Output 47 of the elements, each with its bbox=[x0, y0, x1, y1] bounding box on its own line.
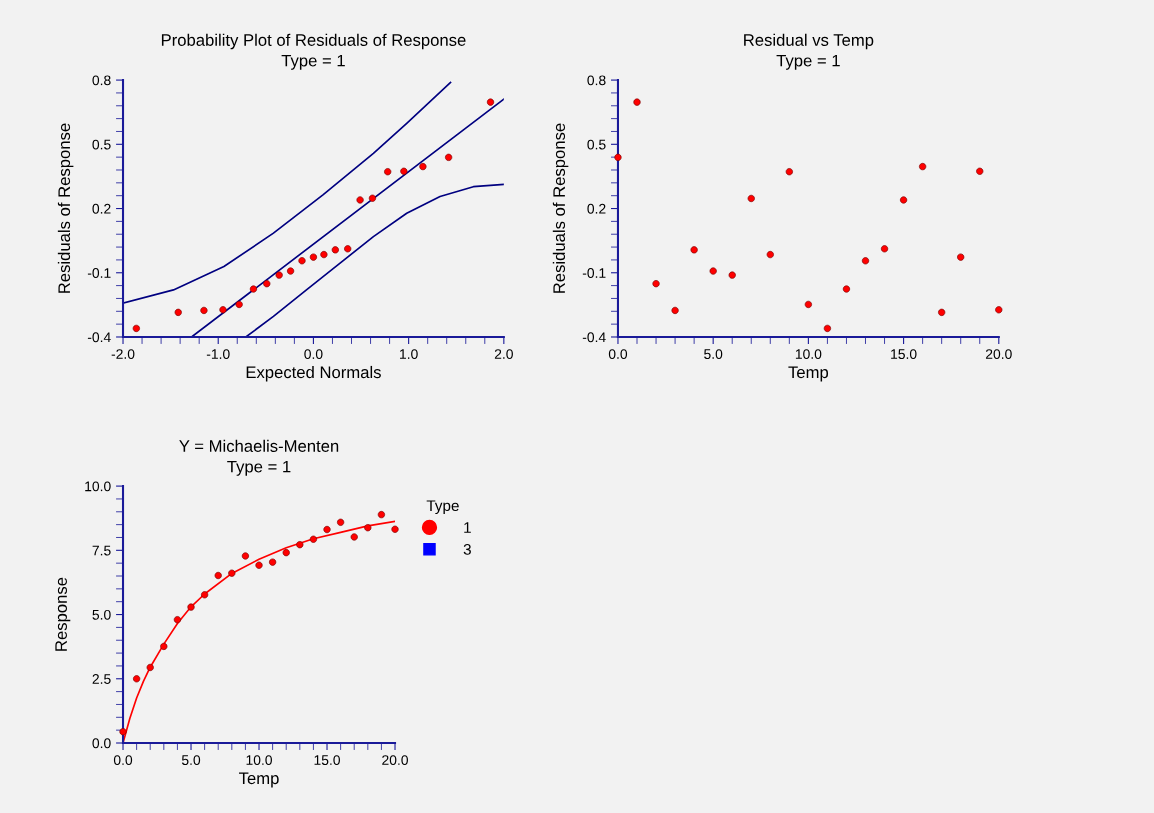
x-tick-label: 0.0 bbox=[113, 755, 133, 766]
x-tick-label: 0.0 bbox=[608, 349, 628, 359]
y-tick-label: 0.2 bbox=[587, 203, 606, 214]
y-tick-label: 0.8 bbox=[92, 75, 111, 86]
y-tick-label: 5.0 bbox=[92, 609, 111, 620]
y-tick-label: 0.8 bbox=[587, 75, 606, 86]
x-tick-label: 20.0 bbox=[382, 755, 408, 766]
y-axis-title: Residuals of Response bbox=[57, 123, 74, 293]
x-tick-label: 5.0 bbox=[704, 349, 723, 359]
y-tick-label: -0.4 bbox=[582, 332, 606, 343]
chart-title: Y = Michaelis-Menten bbox=[179, 439, 339, 452]
x-axis-title: Temp bbox=[788, 366, 829, 382]
x-axis-title: Expected Normals bbox=[246, 365, 381, 382]
x-tick-label: 10.0 bbox=[795, 349, 822, 359]
y-tick-label: 7.5 bbox=[92, 545, 111, 556]
y-axis-title: Residuals of Response bbox=[552, 123, 569, 293]
line-series bbox=[123, 81, 452, 304]
x-tick-label: 1.0 bbox=[400, 349, 418, 359]
chart-subtitle: Type = 1 bbox=[776, 54, 840, 70]
y-tick-label: 0.5 bbox=[587, 139, 606, 150]
y-axis-title: Response bbox=[55, 577, 71, 651]
y-tick-label: 0.2 bbox=[92, 203, 111, 214]
y-tick-label: 2.5 bbox=[92, 674, 111, 684]
x-tick-label: 15.0 bbox=[891, 349, 917, 359]
y-tick-label: -0.1 bbox=[87, 268, 111, 278]
y-tick-label: 10.0 bbox=[85, 481, 111, 492]
x-tick-label: 20.0 bbox=[985, 349, 1012, 359]
chart-title: Probability Plot of Residuals of Response bbox=[161, 33, 466, 50]
x-tick-label: -2.0 bbox=[111, 349, 135, 359]
x-tick-label: 0.0 bbox=[304, 349, 323, 359]
chart-subtitle: Type = 1 bbox=[281, 54, 345, 70]
chart-title: Residual vs Temp bbox=[744, 33, 874, 50]
legend-label: 1 bbox=[464, 522, 471, 533]
y-tick-label: -0.4 bbox=[87, 332, 111, 343]
line-series bbox=[244, 183, 504, 337]
legend-title: Type bbox=[426, 500, 459, 515]
x-tick-label: -1.0 bbox=[206, 349, 230, 359]
x-axis-title: Temp bbox=[239, 772, 279, 788]
legend-label: 3 bbox=[463, 544, 471, 555]
x-tick-label: 5.0 bbox=[181, 755, 201, 766]
y-tick-label: 0.0 bbox=[92, 738, 111, 749]
y-tick-label: 0.5 bbox=[92, 139, 111, 150]
x-tick-label: 10.0 bbox=[246, 755, 272, 766]
chart-subtitle: Type = 1 bbox=[227, 460, 291, 476]
y-tick-label: -0.1 bbox=[582, 268, 606, 278]
x-tick-label: 2.0 bbox=[494, 349, 513, 359]
x-tick-label: 15.0 bbox=[314, 755, 340, 766]
